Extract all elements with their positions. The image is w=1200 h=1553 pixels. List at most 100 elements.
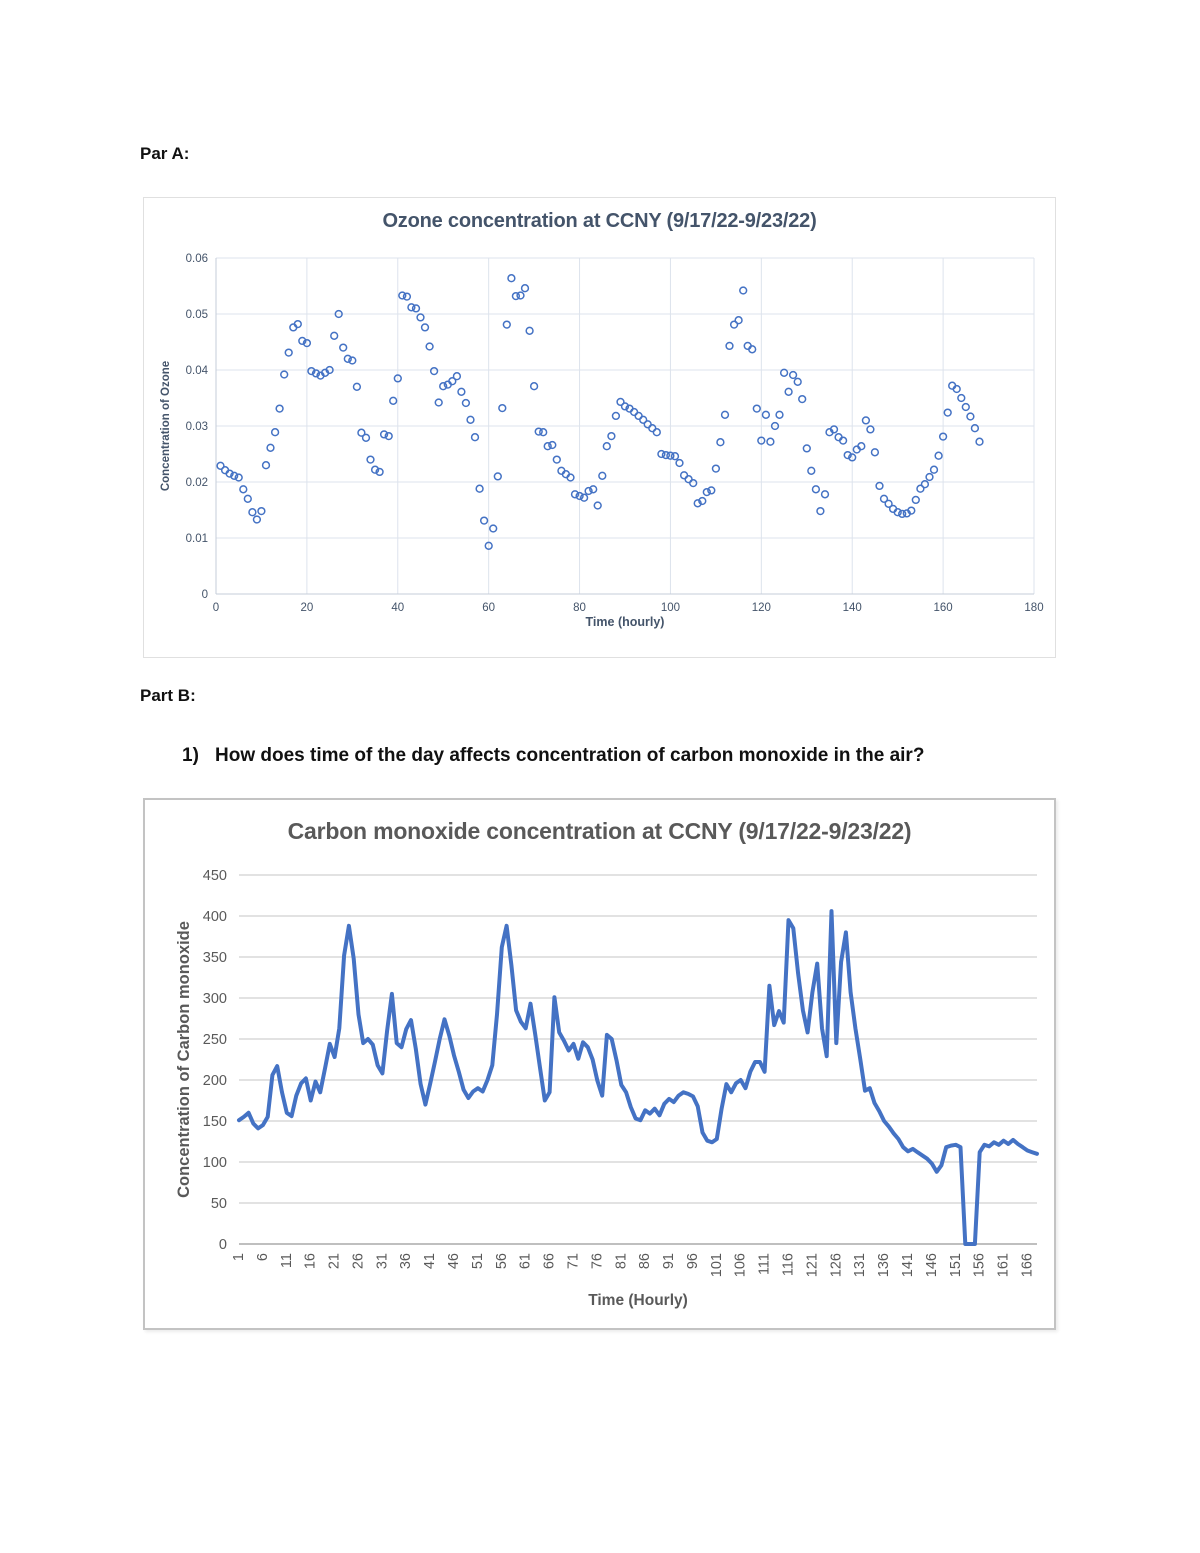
scatter-point xyxy=(366,455,375,464)
scatter-point xyxy=(216,461,225,470)
scatter-point xyxy=(670,452,680,461)
scatter-point xyxy=(716,438,725,447)
x-tick-label: 146 xyxy=(924,1253,940,1277)
scatter-point xyxy=(225,469,234,478)
y-tick-label: 350 xyxy=(203,950,227,966)
scatter-point xyxy=(570,490,580,499)
y-tick-label: 0 xyxy=(202,589,208,601)
scatter-point xyxy=(875,481,884,491)
x-tick-label: 136 xyxy=(876,1253,892,1277)
scatter-point xyxy=(748,345,757,354)
scatter-point xyxy=(475,484,484,493)
scatter-point xyxy=(707,486,716,495)
scatter-point xyxy=(739,286,748,295)
scatter-point xyxy=(470,433,480,442)
scatter-point xyxy=(689,478,698,488)
x-tick-label: 16 xyxy=(303,1253,319,1269)
scatter-point xyxy=(457,387,466,396)
y-tick-label: 250 xyxy=(203,1032,227,1048)
x-tick-label: 80 xyxy=(573,602,586,614)
scatter-point xyxy=(757,436,766,445)
scatter-series xyxy=(216,274,984,550)
scatter-point xyxy=(884,499,893,508)
scatter-point xyxy=(529,382,539,391)
scatter-point xyxy=(620,402,630,411)
ozone-plot-canvas: 0 20 40 60 80 100 120 140 160 180 0 0.01 0.02 0.03 0.0… xyxy=(186,253,1044,614)
x-tick-label: 160 xyxy=(934,602,953,614)
scatter-point xyxy=(593,501,602,510)
x-tick-label: 140 xyxy=(843,602,862,614)
scatter-point xyxy=(779,368,789,377)
scatter-point xyxy=(375,467,384,477)
part-b-heading: Part B: xyxy=(140,686,196,705)
scatter-point xyxy=(389,396,398,405)
scatter-point xyxy=(507,274,516,283)
x-tick-label: 56 xyxy=(494,1253,510,1269)
scatter-point xyxy=(957,393,966,403)
y-tick-label: 0.04 xyxy=(186,365,209,377)
x-tick-label: 161 xyxy=(996,1253,1012,1277)
x-tick-label: 81 xyxy=(613,1253,629,1269)
scatter-point xyxy=(370,465,380,474)
ozone-chart-object[interactable]: Ozone concentration at CCNY (9/17/22-9/2… xyxy=(143,197,1056,658)
scatter-point xyxy=(575,491,584,501)
x-tick-label: 106 xyxy=(733,1253,749,1277)
x-tick-label: 21 xyxy=(327,1253,343,1269)
scatter-point xyxy=(925,472,934,482)
scatter-point xyxy=(807,466,816,475)
scatter-point xyxy=(234,473,243,482)
scatter-point xyxy=(548,440,557,450)
scatter-point xyxy=(511,291,521,301)
scatter-point xyxy=(539,428,548,437)
scatter-point xyxy=(652,428,661,437)
y-tick-label: 0.03 xyxy=(186,421,208,433)
scatter-point xyxy=(239,485,248,494)
scatter-point xyxy=(489,524,498,533)
scatter-point xyxy=(302,338,312,348)
scatter-point xyxy=(566,473,575,482)
scatter-point xyxy=(429,366,439,376)
scatter-point xyxy=(393,374,402,383)
carbon-monoxide-chart-object[interactable]: Carbon monoxide concentration at CCNY (9… xyxy=(143,798,1056,1330)
scatter-point xyxy=(452,372,462,381)
y-tick-label: 0.02 xyxy=(186,477,208,489)
y-tick-label: 0.06 xyxy=(186,253,208,265)
question-item: 1) How does time of the day affects conc… xyxy=(182,745,1082,771)
scatter-point xyxy=(448,377,457,386)
scatter-point xyxy=(784,387,793,396)
scatter-point xyxy=(848,453,857,462)
scatter-point xyxy=(379,430,389,439)
scatter-point xyxy=(280,370,289,379)
question-text: How does time of the day affects concent… xyxy=(215,745,925,766)
x-tick-label: 96 xyxy=(685,1253,701,1269)
scatter-point xyxy=(439,382,448,391)
scatter-point xyxy=(352,382,362,391)
scatter-point xyxy=(616,397,625,407)
scatter-point xyxy=(934,451,943,460)
scatter-point xyxy=(307,366,316,376)
scatter-point xyxy=(348,356,357,365)
scatter-point xyxy=(534,427,543,436)
co-chart-title: Carbon monoxide concentration at CCNY (9… xyxy=(287,818,912,844)
y-tick-label: 0 xyxy=(219,1237,227,1253)
x-tick-label: 26 xyxy=(350,1253,366,1269)
x-tick-label: 51 xyxy=(470,1253,486,1269)
x-tick-label: 111 xyxy=(757,1253,773,1275)
scatter-point xyxy=(961,402,970,412)
scatter-point xyxy=(416,313,425,322)
y-tick-label: 0.05 xyxy=(186,309,208,321)
scatter-point xyxy=(829,425,839,434)
ozone-x-axis-title: Time (hourly) xyxy=(585,615,665,629)
scatter-point xyxy=(384,431,393,441)
scatter-point xyxy=(702,487,711,497)
scatter-point xyxy=(493,472,502,481)
scatter-point xyxy=(293,319,302,329)
x-tick-label: 131 xyxy=(852,1253,868,1277)
scatter-point xyxy=(579,493,589,502)
scatter-point xyxy=(857,442,866,451)
y-tick-label: 450 xyxy=(203,868,227,884)
co-line-series xyxy=(237,909,1039,1246)
x-tick-label: 60 xyxy=(482,602,495,614)
